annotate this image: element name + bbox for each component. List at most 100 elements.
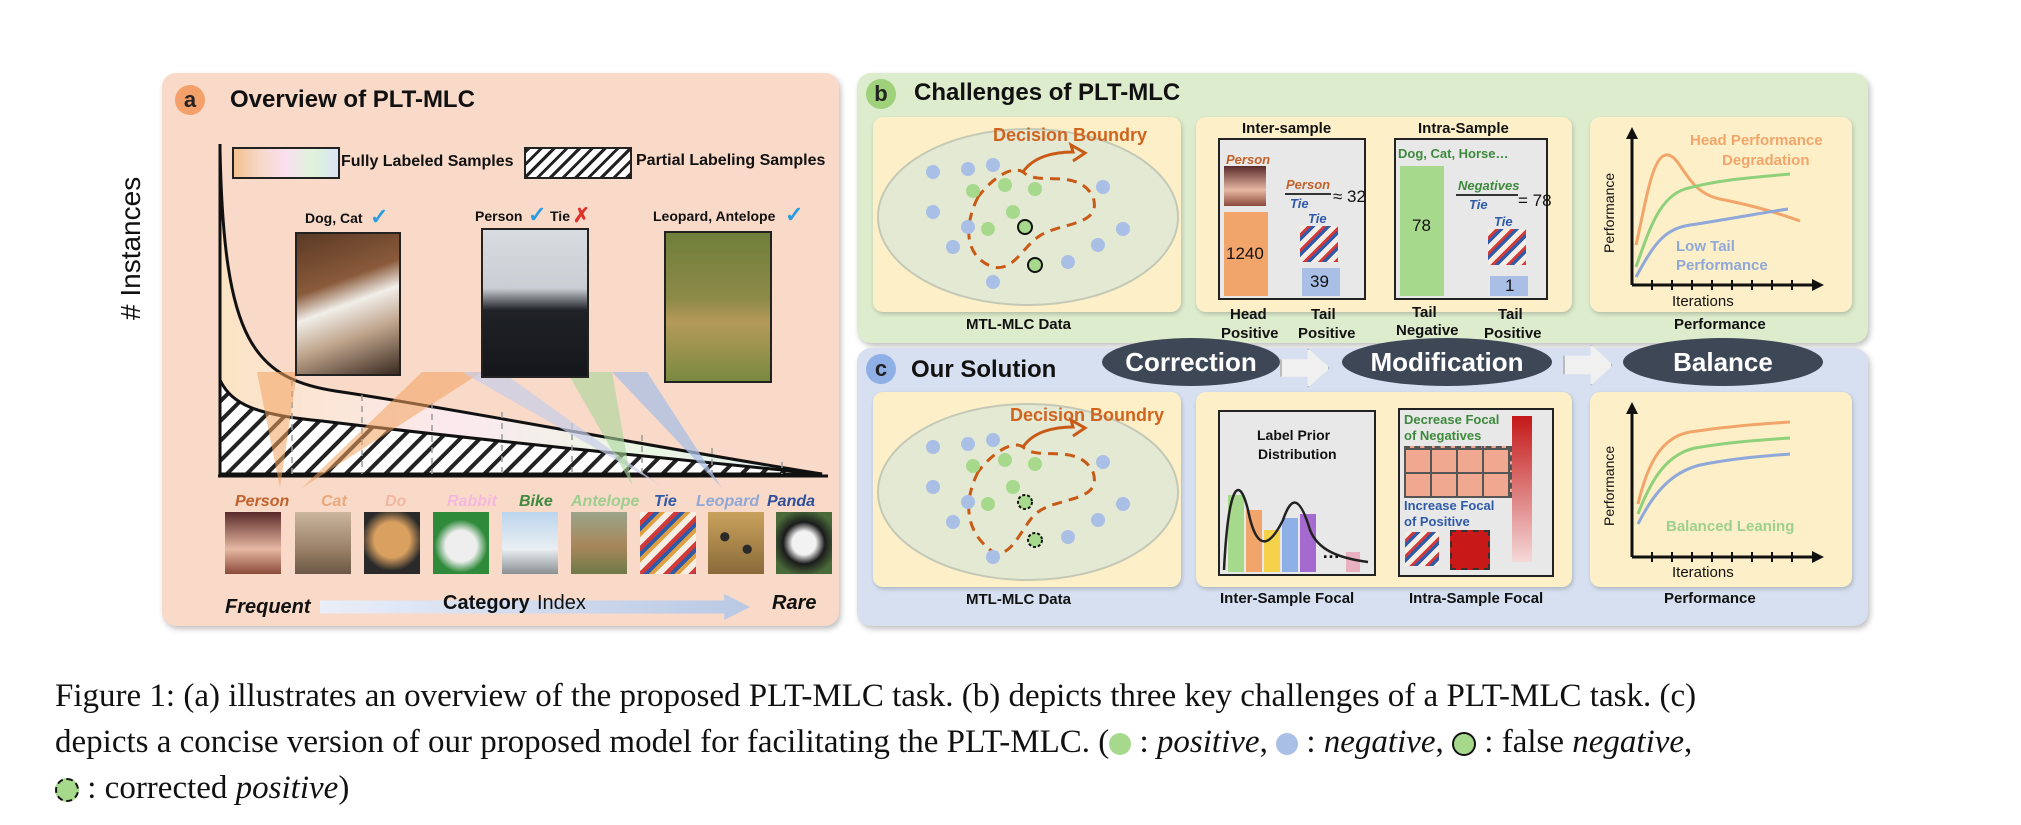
- negative-dot-icon: [1276, 733, 1299, 756]
- focal-gradient-bar: [1512, 416, 1532, 562]
- c-perf-chart: [1626, 402, 1824, 563]
- axis-rare: Rare: [772, 592, 817, 614]
- c-tie-thumb: [1405, 532, 1439, 566]
- thumb-antelope: [571, 512, 627, 574]
- photo1-label: Dog, Cat: [305, 210, 363, 226]
- axis-category-bold: Category: [443, 592, 530, 614]
- check-icon-3: ✓: [785, 202, 804, 227]
- category-label-person: Person: [235, 493, 290, 510]
- category-label-leopard: Leopard: [696, 493, 760, 510]
- b-data-diagram: [877, 128, 1179, 306]
- intra-labels: Dog, Cat, Horse…: [1398, 146, 1509, 161]
- intra-tie-thumb: [1488, 229, 1526, 265]
- b-perf-card: [1590, 117, 1852, 312]
- inter-tie-label: Tie: [1308, 211, 1327, 226]
- photo3-label: Leopard, Antelope: [653, 208, 776, 224]
- dec-text1: Decrease Focal: [1404, 412, 1500, 427]
- beam-dog: [257, 372, 297, 488]
- inc-text2: of Positive: [1404, 514, 1470, 529]
- thumb-leopard: [708, 512, 764, 574]
- negatives-grid: [1404, 446, 1512, 498]
- category-label-antelope: Antelope: [571, 493, 640, 510]
- intra-ratio-num: Negatives: [1458, 178, 1520, 193]
- inter-bar-tail-value: 39: [1310, 272, 1329, 291]
- photo-leopard-antelope: [664, 231, 772, 383]
- inter-ratio-val: ≈ 32: [1333, 187, 1366, 206]
- intra-ratio-bar: [1456, 194, 1518, 196]
- caption-line2: depicts a concise version of our propose…: [55, 724, 1693, 760]
- b-perf-chart: [1626, 127, 1824, 291]
- prior-box: [1218, 410, 1376, 576]
- category-label-rabbit: Rabbit: [447, 493, 497, 510]
- inter-person-thumb: [1224, 166, 1266, 206]
- prior-bars: …: [1222, 488, 1369, 572]
- beam-person: [302, 372, 482, 488]
- beam-tie: [462, 372, 660, 485]
- b-data-label: MTL-MLC Data: [966, 316, 1071, 333]
- modification-pill: Modification: [1342, 338, 1552, 386]
- balance-pill: Balance: [1623, 338, 1823, 386]
- panel-a-title: Overview of PLT-MLC: [230, 86, 475, 113]
- c-perf-y: Performance: [1601, 445, 1617, 526]
- legend-partial-swatch: [524, 147, 632, 179]
- b-tail-text: Low Tail: [1676, 238, 1735, 255]
- panel-b-badge: b: [866, 79, 896, 109]
- category-label-tie: Tie: [654, 493, 677, 510]
- c-perf-card: [1590, 392, 1852, 587]
- panel-c-title: Our Solution: [911, 356, 1057, 383]
- inter-bar-head: [1224, 212, 1268, 296]
- inter-ratio-den: Tie: [1290, 196, 1309, 211]
- tail-curve: [1634, 207, 1789, 278]
- c-perf-label: Performance: [1664, 590, 1756, 607]
- intra-bar-pos-value: 1: [1505, 276, 1515, 295]
- caption-line3: : corrected positive): [55, 765, 1995, 811]
- c-inter-label: Inter-Sample Focal: [1220, 590, 1355, 607]
- inter-ratio-num: Person: [1286, 177, 1331, 192]
- intra-bar-neg-value: 78: [1412, 216, 1431, 235]
- c-data-label: MTL-MLC Data: [966, 591, 1071, 608]
- panel-a-badge: a: [175, 85, 205, 115]
- inter-person-label: Person: [1226, 152, 1271, 167]
- axis-frequent: Frequent: [225, 596, 311, 618]
- balanced-curve-3: [1636, 452, 1791, 525]
- dec-text2: of Negatives: [1404, 428, 1482, 443]
- thumb-bike: [502, 512, 558, 574]
- thumb-cat: [295, 512, 351, 574]
- intra-x2b: Positive: [1484, 325, 1542, 342]
- beam-leopard: [612, 372, 722, 488]
- thumb-panda: [776, 512, 832, 574]
- b-boundary-label: Decision Boundry: [993, 125, 1148, 145]
- legend-partial-label: Partial Labeling Samples: [636, 152, 826, 169]
- panel-c-badge: c: [866, 354, 896, 384]
- c-perf-x: Iterations: [1672, 564, 1734, 581]
- check-icon-2: ✓: [528, 202, 547, 227]
- false-negative-dot-icon: [1452, 732, 1477, 757]
- intra-x1: Tail: [1412, 304, 1437, 321]
- cross-icon: ✗: [573, 205, 590, 227]
- y-axis-label: # Instances: [115, 176, 146, 320]
- c-intra-label: Intra-Sample Focal: [1409, 590, 1544, 607]
- figure-caption: Figure 1: (a) illustrates an overview of…: [55, 673, 1995, 811]
- b-perf-y: Performance: [1601, 172, 1617, 253]
- positive-dot-icon: [1109, 733, 1132, 756]
- balanced-text: Balanced Leaning: [1666, 518, 1795, 535]
- photo2-label: Person: [475, 208, 523, 224]
- photo2-label2: Tie: [550, 208, 570, 224]
- inter-title: Inter-sample: [1242, 120, 1332, 137]
- beam-antelope: [567, 372, 632, 485]
- intra-bar-pos: [1490, 276, 1528, 296]
- caption-line1: Figure 1: (a) illustrates an overview of…: [55, 678, 1697, 714]
- prior-title1: Label Prior: [1257, 427, 1331, 443]
- prior-title2: Distribution: [1258, 446, 1337, 462]
- category-label-bike: Bike: [519, 493, 553, 510]
- c-data-diagram: [877, 403, 1179, 581]
- category-label-dog: Do: [385, 493, 407, 510]
- panel-b-title: Challenges of PLT-MLC: [914, 79, 1181, 106]
- positive-focal-box: [1450, 530, 1490, 570]
- c-boundary-label: Decision Boundry: [1010, 405, 1165, 425]
- b-head-text2: Degradation: [1722, 152, 1810, 169]
- long-tail-chart: [218, 144, 828, 488]
- thumb-person: [225, 512, 281, 574]
- corrected-positive-dot-icon: [55, 778, 79, 803]
- photo-dog-cat: [295, 232, 401, 376]
